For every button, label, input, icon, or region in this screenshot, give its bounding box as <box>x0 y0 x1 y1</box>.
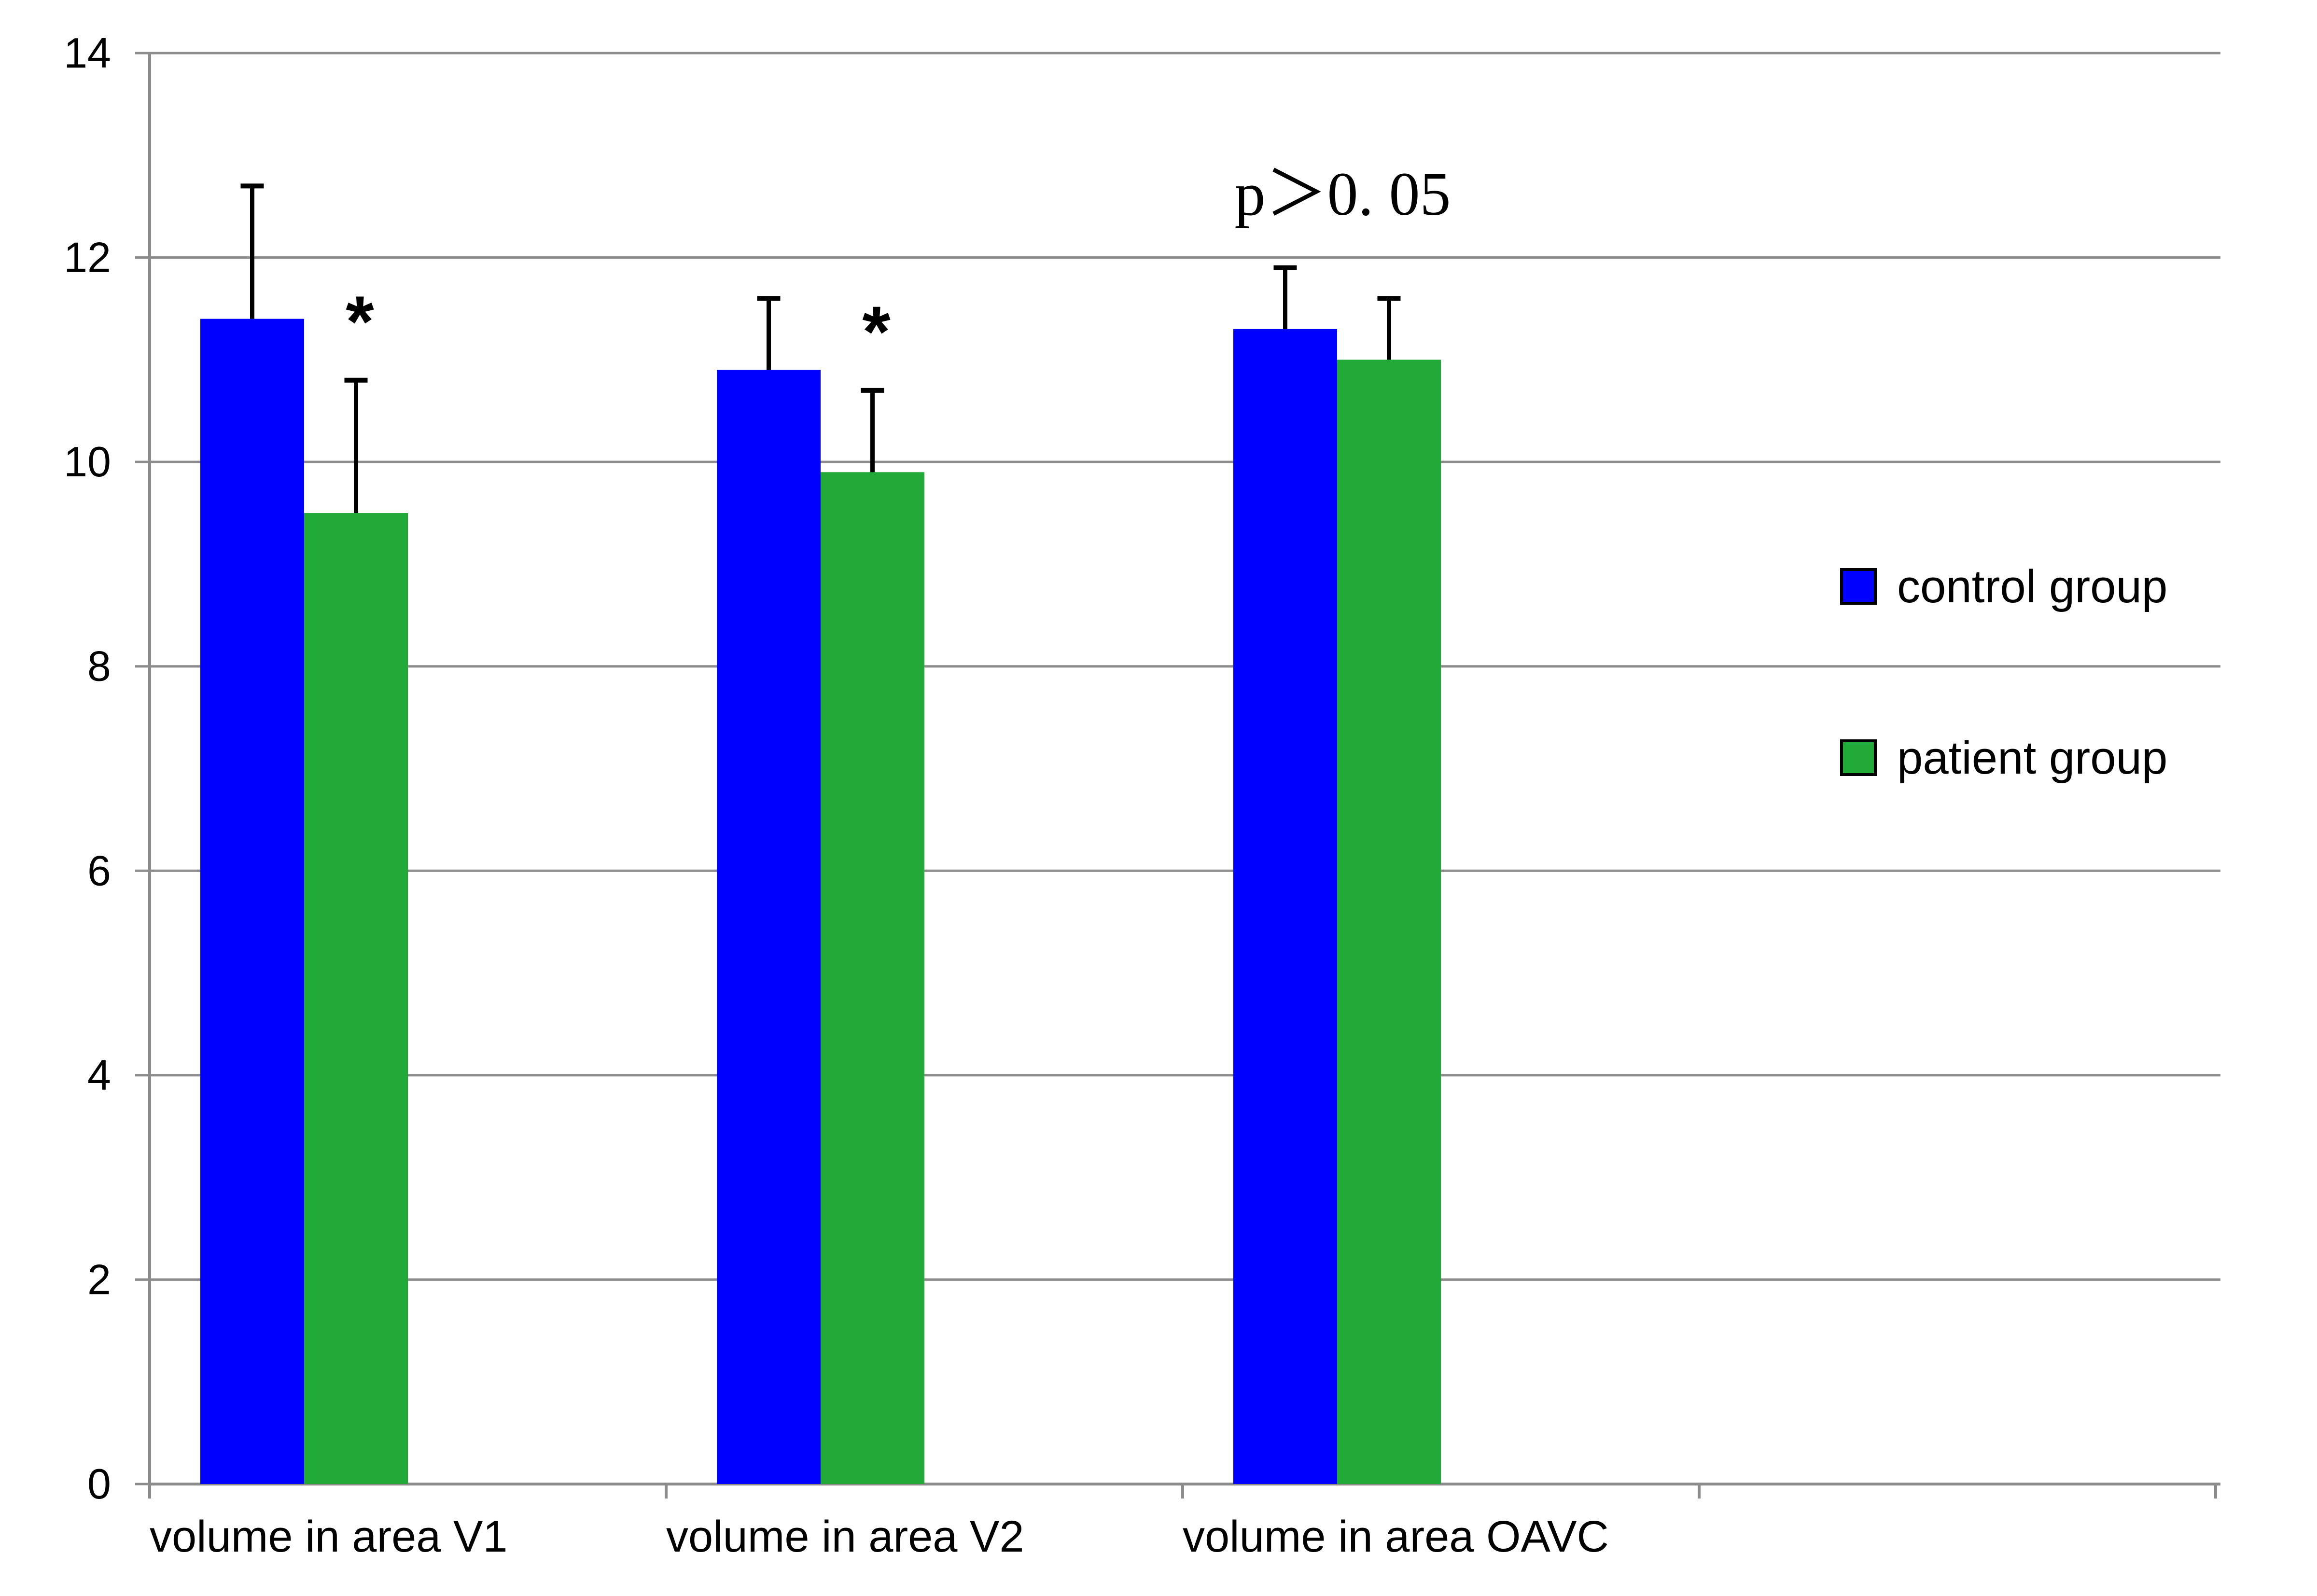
bar <box>200 319 304 1485</box>
bar <box>717 370 821 1485</box>
gridlines <box>150 52 2220 1281</box>
bar <box>821 472 924 1485</box>
legend-swatch <box>1840 568 1877 605</box>
y-tick-label: 8 <box>87 642 111 690</box>
p-value-annotation: p＞0. 05 <box>1235 160 1451 228</box>
bar <box>1337 360 1441 1484</box>
axes <box>135 52 2220 1499</box>
y-tick-label: 6 <box>87 847 111 894</box>
legend-label: control group <box>1897 561 2167 612</box>
category-label: volume in area V1 <box>150 1512 508 1561</box>
legend-label: patient group <box>1897 732 2167 784</box>
bar <box>304 513 408 1484</box>
legend: control group patient group <box>1840 561 2167 784</box>
legend-swatch <box>1840 739 1877 776</box>
y-tick-label: 0 <box>87 1460 111 1508</box>
y-tick-label: 2 <box>87 1255 111 1303</box>
significance-marker: * <box>346 281 374 362</box>
category-label: volume in area OAVC <box>1183 1512 1609 1561</box>
y-tick-label: 4 <box>87 1051 111 1099</box>
category-label: volume in area V2 <box>666 1512 1024 1561</box>
bar <box>1233 329 1337 1485</box>
labels: 0 2 4 6 8 10 12 14 volume in area V1 volume in ar… <box>64 29 1609 1561</box>
bars <box>200 319 1441 1485</box>
y-tick-label: 10 <box>64 438 111 486</box>
y-tick-label: 12 <box>64 234 111 281</box>
significance-marker: * <box>862 291 891 372</box>
y-tick-label: 14 <box>64 29 111 77</box>
error-bars <box>240 183 1401 513</box>
